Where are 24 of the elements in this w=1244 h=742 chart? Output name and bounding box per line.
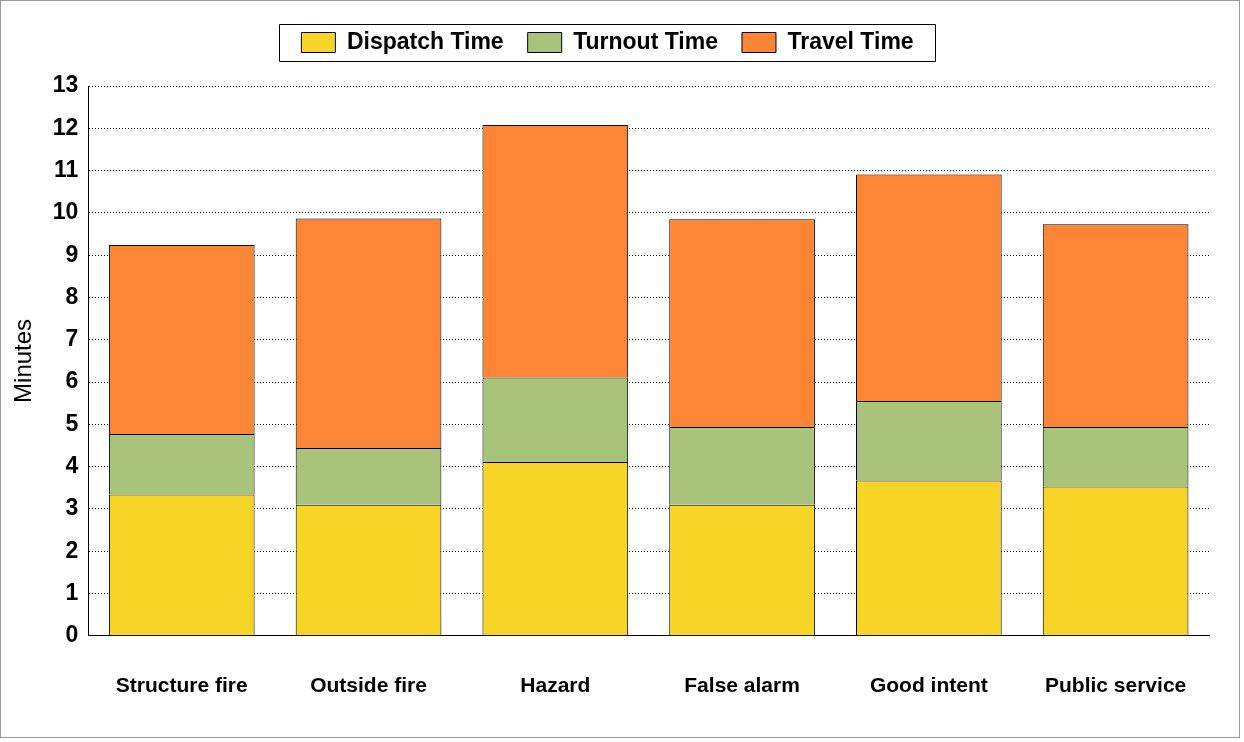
x-tick-label: Outside fire — [310, 673, 427, 697]
y-tick-label: 7 — [65, 325, 79, 352]
y-tick-label: 12 — [52, 113, 79, 140]
y-tick-label: 9 — [65, 240, 79, 267]
y-tick-label: 0 — [65, 621, 79, 648]
legend-label: Dispatch Time — [346, 27, 504, 54]
y-tick-label: 4 — [65, 451, 79, 478]
legend-label: Turnout Time — [573, 27, 718, 54]
y-tick-label: 8 — [65, 282, 79, 309]
y-axis-title: Minutes — [9, 318, 37, 403]
y-tick-label: 1 — [65, 578, 79, 605]
y-tick-label: 11 — [54, 155, 79, 182]
y-tick-label: 13 — [52, 71, 79, 98]
y-tick-label: 3 — [65, 494, 79, 521]
x-tick-label: Good intent — [869, 673, 988, 697]
y-tick-label: 2 — [65, 536, 79, 563]
y-tick-label: 5 — [65, 409, 79, 436]
y-tick-label: 10 — [52, 198, 79, 225]
legend-label: Travel Time — [787, 27, 914, 54]
x-tick-label: Structure fire — [115, 673, 248, 697]
x-tick-label: Hazard — [520, 673, 591, 697]
x-tick-label: False alarm — [684, 673, 800, 697]
x-tick-label: Public service — [1044, 673, 1187, 697]
y-tick-label: 6 — [65, 367, 79, 394]
